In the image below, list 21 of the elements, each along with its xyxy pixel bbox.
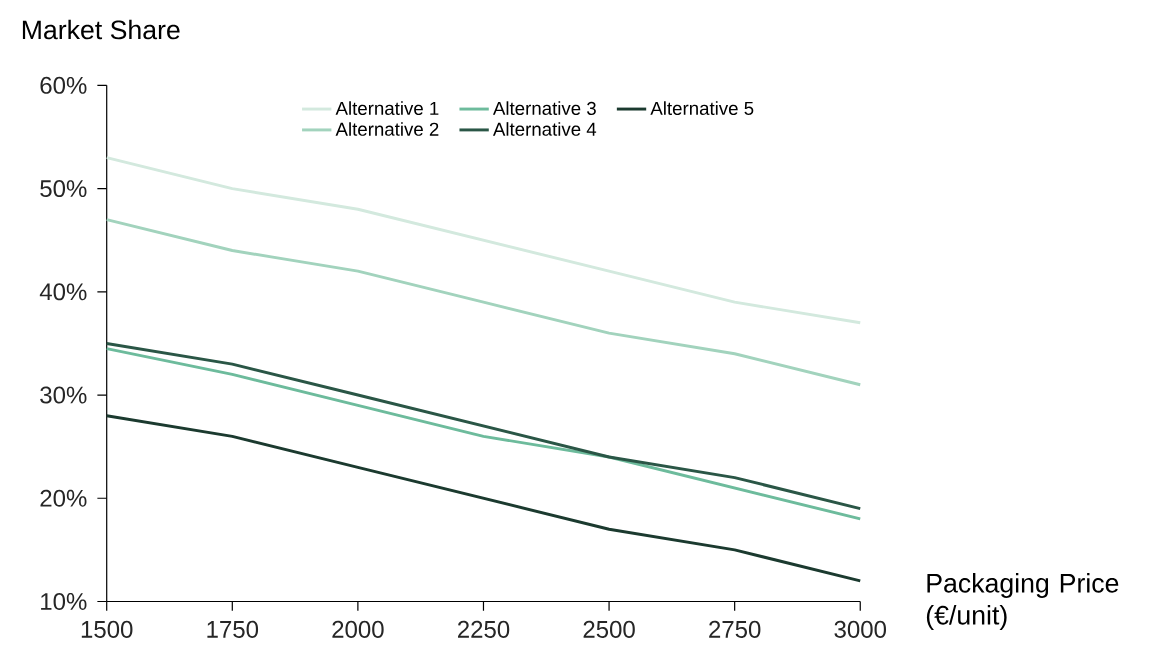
y-tick-label: 30% [40,386,87,404]
x-tick-label: 2000 [332,621,384,639]
x-axis-title: Packaging Price (€/unit) [926,573,1119,631]
x-tick-label: 2500 [583,621,635,639]
y-tick-label: 60% [40,77,87,95]
y-tick-label: 20% [40,490,87,507]
y-tick-label: 40% [39,283,87,301]
y-axis-title: Market Share [22,20,180,40]
y-tick-label: 50% [40,180,87,198]
legend-label: Alternative 3 [492,101,596,116]
legend-label: Alternative 2 [335,122,439,137]
y-tick-label: 10% [41,593,87,611]
legend-label: Alternative 5 [650,101,754,116]
legend-label: Alternative 4 [492,122,597,137]
x-tick-label: 2750 [709,621,761,639]
legend-label: Alternative 1 [335,101,439,116]
x-tick-label: 2250 [457,621,510,639]
x-tick-label: 1500 [81,621,133,639]
x-tick-label: 1750 [207,621,259,639]
line-series [105,218,862,387]
x-tick-label: 3000 [834,621,887,639]
